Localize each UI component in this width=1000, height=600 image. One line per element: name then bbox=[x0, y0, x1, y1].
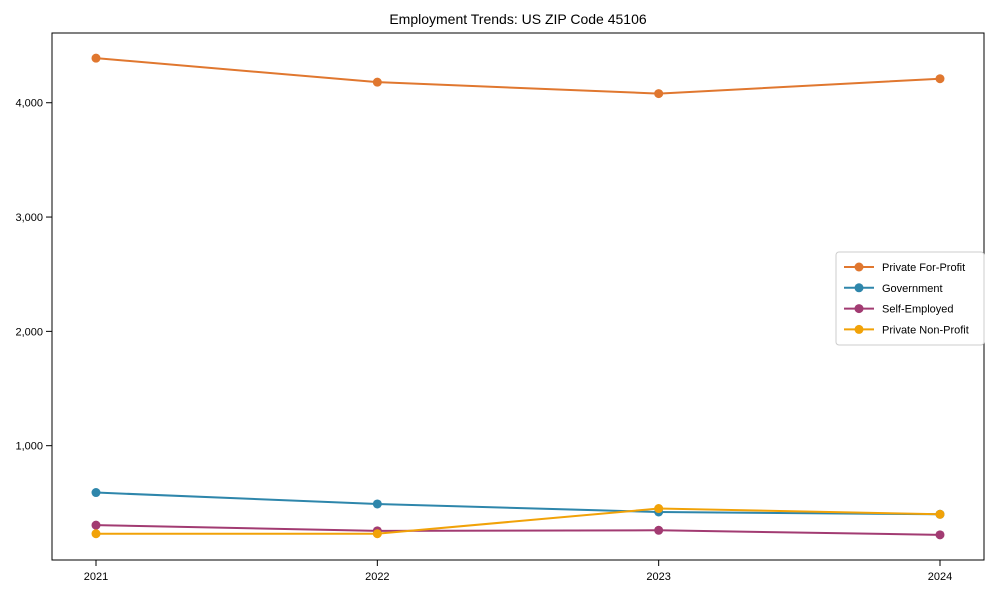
legend-marker-dot bbox=[854, 304, 864, 314]
y-tick-label: 3,000 bbox=[15, 212, 43, 224]
x-tick-label: 2022 bbox=[365, 571, 389, 583]
data-point-marker bbox=[372, 529, 382, 539]
y-tick-label: 4,000 bbox=[15, 98, 43, 110]
series-self-employed bbox=[91, 520, 945, 540]
data-point-marker bbox=[372, 77, 382, 87]
x-tick-label: 2024 bbox=[928, 571, 952, 583]
series-private-for-profit bbox=[91, 53, 945, 99]
data-point-marker bbox=[372, 499, 382, 509]
legend: Private For-Profit Government Self-Employe… bbox=[835, 251, 985, 346]
x-axis: 2021 2022 2023 2024 bbox=[84, 560, 952, 583]
data-point-marker bbox=[935, 74, 945, 84]
data-point-marker bbox=[91, 520, 101, 530]
series-line bbox=[95, 491, 941, 516]
series-private-non-profit bbox=[91, 504, 945, 539]
legend-item: Private Non-Profit bbox=[844, 324, 969, 336]
y-axis: 1,000 2,000 3,000 4,000 bbox=[15, 98, 52, 453]
legend-marker-dot bbox=[854, 324, 864, 334]
data-point-marker bbox=[91, 53, 101, 63]
legend-item: Self-Employed bbox=[844, 304, 954, 316]
legend-label: Government bbox=[882, 283, 943, 295]
y-tick-label: 2,000 bbox=[15, 326, 43, 338]
legend-marker-dot bbox=[854, 262, 864, 272]
legend-box bbox=[835, 251, 985, 346]
series-line bbox=[96, 507, 941, 535]
data-point-marker bbox=[654, 89, 664, 99]
series-line bbox=[95, 57, 941, 95]
data-point-marker bbox=[654, 525, 664, 535]
series-line bbox=[95, 524, 941, 536]
data-point-marker bbox=[91, 488, 101, 498]
x-tick-label: 2023 bbox=[646, 571, 670, 583]
legend-item: Government bbox=[844, 283, 943, 295]
data-point-marker bbox=[91, 529, 101, 539]
legend-item: Private For-Profit bbox=[844, 262, 965, 274]
series-government bbox=[91, 488, 945, 519]
legend-label: Private Non-Profit bbox=[882, 324, 969, 336]
legend-marker-dot bbox=[854, 283, 864, 293]
legend-label: Self-Employed bbox=[882, 304, 954, 316]
series-layer bbox=[91, 53, 945, 540]
legend-label: Private For-Profit bbox=[882, 262, 965, 274]
data-point-marker bbox=[654, 504, 664, 514]
x-tick-label: 2021 bbox=[84, 571, 108, 583]
data-point-marker bbox=[935, 530, 945, 540]
chart-title: Employment Trends: US ZIP Code 45106 bbox=[389, 11, 647, 27]
data-point-marker bbox=[935, 509, 945, 519]
y-tick-label: 1,000 bbox=[15, 441, 43, 453]
